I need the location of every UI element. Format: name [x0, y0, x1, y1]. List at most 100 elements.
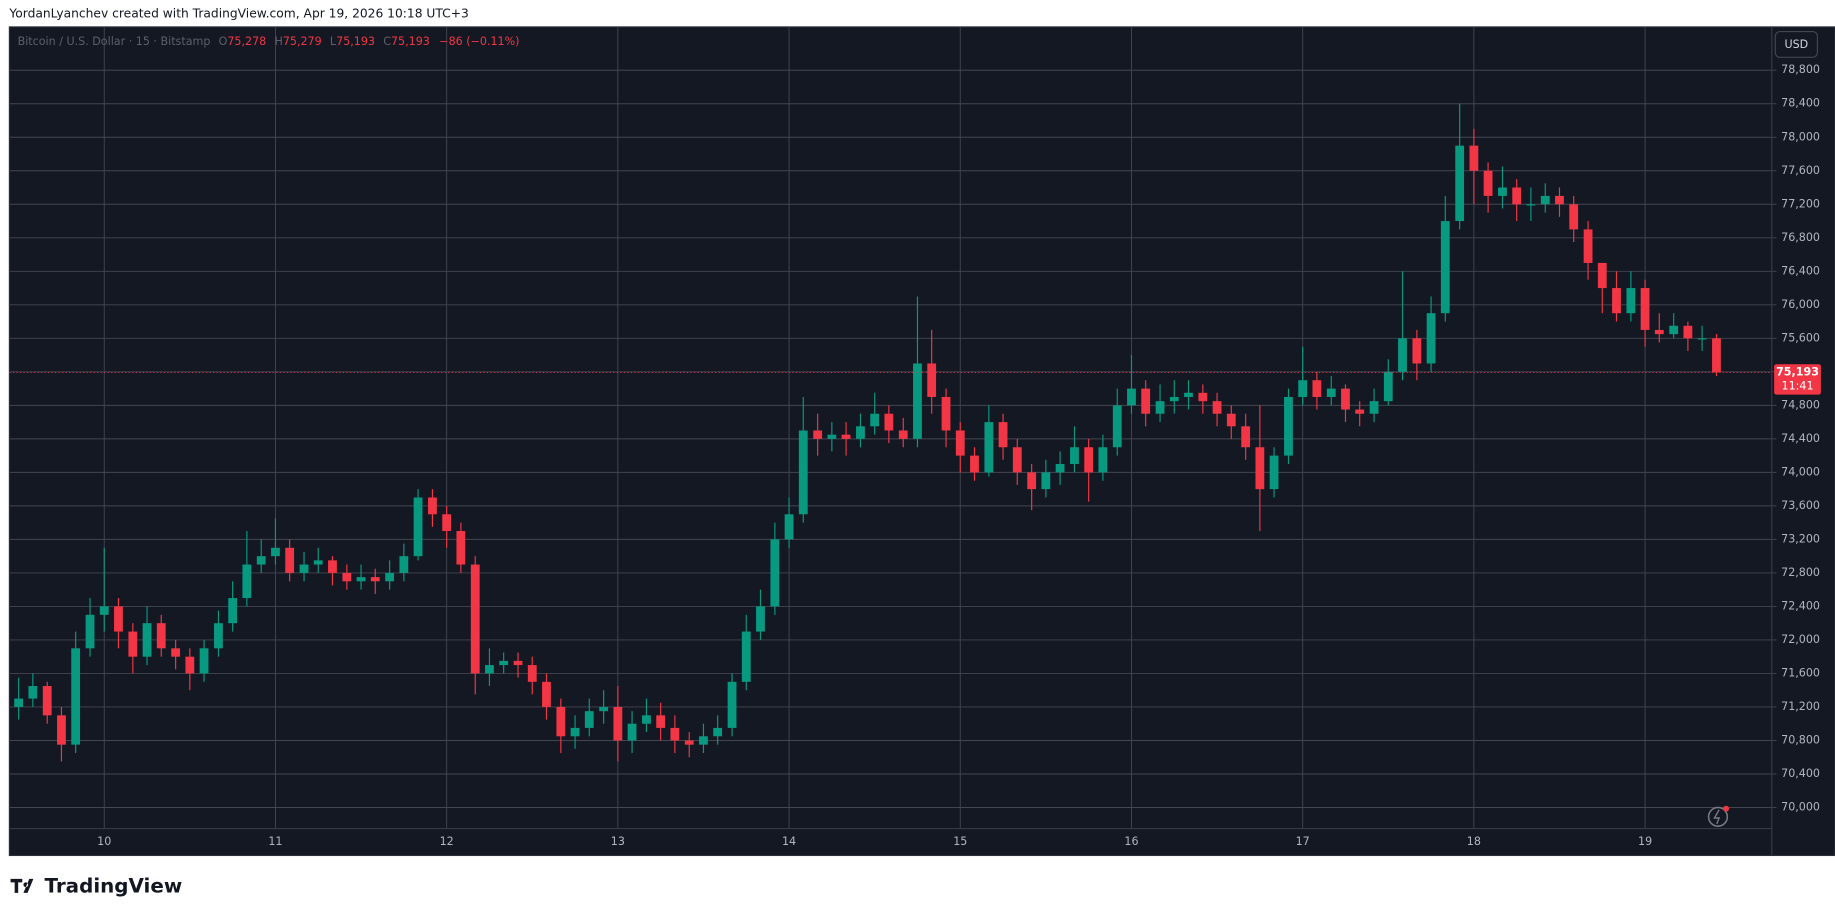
candle-body	[770, 539, 780, 607]
y-tick-label: 70,000	[1781, 801, 1820, 814]
legend-o-label: O	[219, 35, 228, 48]
y-tick-label: 76,000	[1781, 298, 1820, 311]
candle-body	[1012, 447, 1022, 473]
candle-body	[584, 711, 594, 728]
candle-body	[1226, 413, 1236, 427]
candle-body	[28, 686, 38, 699]
replay-icon[interactable]	[1707, 805, 1730, 827]
x-tick-label: 17	[1296, 835, 1310, 848]
candle-body	[984, 422, 994, 473]
candle-body	[1398, 338, 1407, 372]
candle-body	[1184, 392, 1193, 397]
ohlc-legend: Bitcoin / U.S. Dollar · 15 · Bitstamp O7…	[18, 35, 520, 48]
x-tick-label: 15	[953, 835, 967, 848]
candle-body	[1155, 401, 1165, 414]
y-tick-label: 77,200	[1781, 197, 1820, 210]
candle-body	[299, 564, 309, 573]
candle-body	[313, 560, 323, 565]
candle-body	[171, 648, 181, 657]
grid	[9, 26, 1777, 829]
candle-body	[256, 556, 266, 565]
candle-body	[856, 426, 865, 439]
legend-close: 75,193	[391, 35, 430, 48]
candle-body	[199, 648, 209, 674]
candle-body	[1712, 338, 1721, 373]
candle-body	[485, 665, 494, 674]
candle-body	[1041, 472, 1051, 490]
candle-body	[442, 514, 452, 532]
candle-body	[1440, 221, 1450, 314]
x-tick-label: 14	[782, 835, 796, 848]
candles	[14, 103, 1721, 762]
candle-body	[1683, 325, 1693, 339]
currency-button[interactable]: USD	[1774, 31, 1818, 58]
y-tick-label: 73,600	[1781, 499, 1820, 512]
replay-circle[interactable]	[1707, 806, 1729, 827]
candle-body	[214, 623, 223, 649]
candle-body	[798, 430, 808, 515]
candle-body	[228, 598, 238, 624]
candle-body	[642, 715, 651, 724]
y-tick-label: 71,600	[1781, 666, 1820, 679]
legend-low: 75,193	[336, 35, 375, 48]
y-tick-label: 72,800	[1781, 566, 1820, 579]
y-tick-label: 75,600	[1781, 331, 1820, 344]
logo-text[interactable]: TradingView	[45, 875, 183, 898]
candle-body	[1084, 447, 1094, 473]
candle-body	[85, 614, 95, 649]
candle-body	[1198, 392, 1208, 402]
candle-body	[1269, 455, 1279, 490]
candle-body	[713, 727, 723, 737]
y-tick-label: 73,200	[1781, 532, 1820, 545]
candle-body	[1540, 195, 1550, 205]
legend-high: 75,279	[283, 35, 322, 48]
x-tick-label: 11	[268, 835, 282, 848]
candle-body	[1055, 463, 1065, 473]
x-tick-label: 13	[611, 835, 625, 848]
tradingview-logo[interactable]: TradingView	[10, 875, 183, 898]
candle-body	[285, 547, 295, 573]
candle-body	[513, 660, 523, 666]
y-tick-label: 78,800	[1781, 63, 1820, 76]
y-tick-label: 78,400	[1781, 97, 1820, 110]
candle-body	[128, 631, 138, 657]
candle-body	[884, 413, 894, 431]
candle-body	[599, 706, 609, 712]
candle-body	[970, 455, 979, 473]
replay-bolt[interactable]	[1713, 809, 1721, 825]
candle-body	[670, 727, 680, 741]
candle-body	[1640, 288, 1650, 330]
candle-body	[656, 715, 666, 728]
candle-body	[613, 706, 623, 741]
candle-body	[870, 413, 880, 427]
x-tick-label: 18	[1467, 835, 1481, 848]
legend-l-label: L	[330, 35, 337, 48]
candle-body	[556, 706, 566, 737]
y-tick-label: 74,800	[1781, 398, 1820, 411]
candle-body	[1426, 313, 1436, 364]
candle-body	[57, 715, 66, 745]
candle-body	[627, 723, 637, 741]
candle-body	[1369, 401, 1379, 414]
currency-label[interactable]: USD	[1784, 38, 1808, 51]
candle-body	[14, 698, 24, 707]
candle-body	[1612, 288, 1621, 314]
last-price-box	[1774, 364, 1821, 395]
candle-body	[841, 434, 851, 439]
candle-body	[1669, 325, 1679, 335]
candle-body	[784, 514, 794, 540]
candle-body	[271, 547, 280, 557]
candle-body	[927, 363, 937, 397]
legend-open: 75,278	[227, 35, 266, 48]
logo-mark[interactable]	[10, 878, 34, 893]
y-tick-label: 74,400	[1781, 432, 1820, 445]
y-tick-label: 72,000	[1781, 633, 1820, 646]
candle-body	[727, 681, 737, 728]
candle-body	[385, 572, 395, 582]
credit-line: YordanLyanchev created with TradingView.…	[8, 7, 468, 21]
currency-box[interactable]	[1774, 31, 1818, 58]
candle-body	[1298, 380, 1308, 397]
candle-body	[1127, 388, 1136, 406]
legend-symbol: Bitcoin / U.S. Dollar · 15 · Bitstamp	[18, 35, 211, 48]
replay-dot[interactable]	[1723, 805, 1730, 812]
